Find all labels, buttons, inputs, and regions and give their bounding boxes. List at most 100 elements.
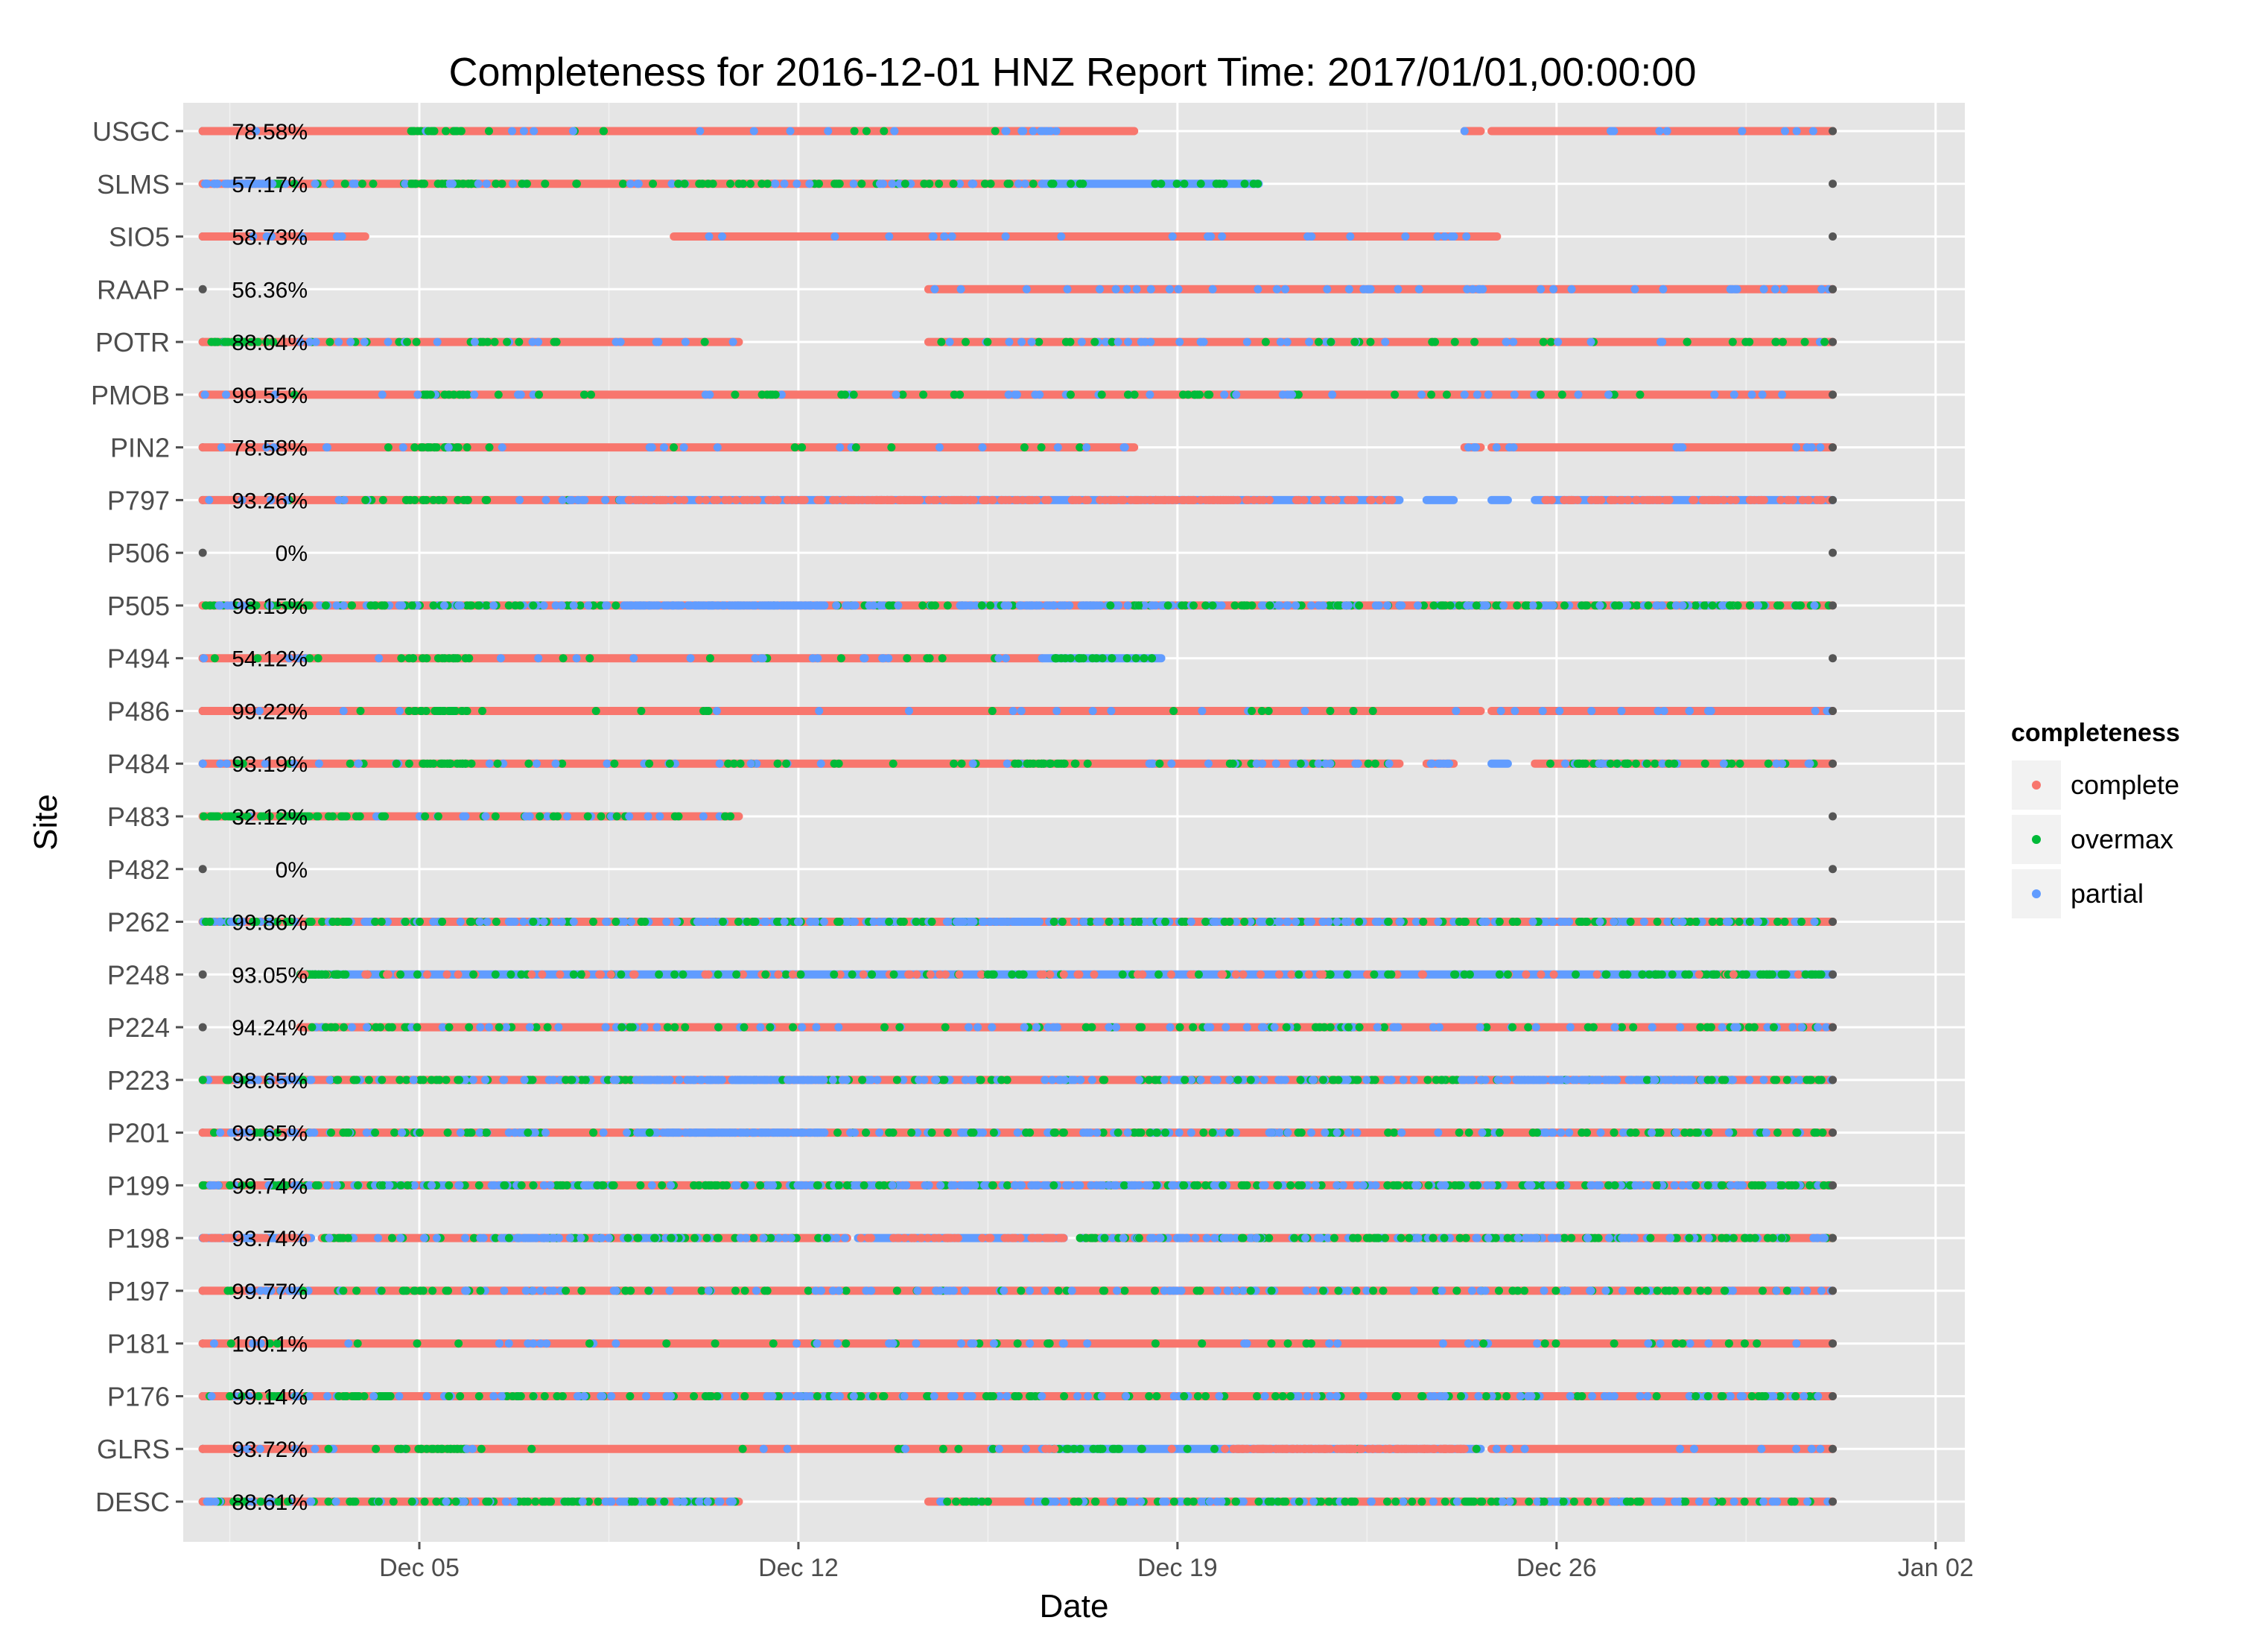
data-point-partial (1813, 1233, 1822, 1242)
data-point-overmax (467, 759, 476, 768)
data-point-overmax (1455, 1181, 1464, 1190)
data-point-partial (1661, 1076, 1670, 1085)
data-point-overmax (1135, 1023, 1144, 1032)
data-point-partial (1587, 706, 1596, 715)
data-point-partial (1540, 1286, 1548, 1295)
data-point-partial (508, 180, 517, 188)
data-point-partial (1014, 180, 1023, 188)
site-row-raap (198, 285, 1837, 293)
data-point-overmax (1481, 1391, 1490, 1400)
data-point-complete (1172, 495, 1181, 504)
data-point-overmax (274, 180, 283, 188)
data-point-overmax (690, 1181, 699, 1190)
site-row-pin2 (198, 443, 1837, 452)
data-point-overmax (416, 1076, 425, 1085)
data-point-overmax (851, 443, 860, 452)
data-point-overmax (593, 1181, 602, 1190)
data-point-partial (384, 337, 393, 346)
data-point-overmax (1076, 443, 1084, 452)
data-point-overmax (1656, 1128, 1665, 1137)
data-point-overmax (1100, 1233, 1109, 1242)
data-point-partial (475, 1128, 484, 1137)
data-point-overmax (612, 601, 620, 610)
data-point-overmax (1696, 1286, 1705, 1295)
data-point-overmax (1725, 601, 1734, 610)
data-point-overmax (358, 180, 366, 188)
data-point-overmax (1753, 1339, 1762, 1348)
data-point-complete (739, 495, 748, 504)
data-point-overmax (1061, 337, 1070, 346)
data-point-partial (1759, 1076, 1768, 1085)
data-point-partial (1070, 1076, 1079, 1085)
data-point-partial (851, 1128, 860, 1137)
data-point-partial (699, 812, 708, 821)
data-point-complete (850, 495, 859, 504)
data-point-overmax (364, 1076, 373, 1085)
data-point-partial (1460, 127, 1469, 136)
data-point-partial (1390, 1023, 1399, 1032)
data-point-partial (502, 1023, 511, 1032)
data-point-partial (1565, 1128, 1574, 1137)
data-point-partial (223, 759, 232, 768)
data-point-overmax (690, 1391, 699, 1400)
data-point-partial (1000, 601, 1009, 610)
data-point-overmax (1464, 1128, 1473, 1137)
data-point-overmax (796, 970, 805, 979)
data-point-partial (629, 654, 638, 663)
data-point-overmax (1724, 1339, 1733, 1348)
data-point-partial (1639, 918, 1648, 927)
data-point-complete (1294, 495, 1303, 504)
site-row-p201 (198, 1128, 1837, 1137)
data-point-overmax (1432, 1286, 1440, 1295)
data-point-partial (1656, 337, 1665, 346)
data-point-partial (1274, 601, 1283, 610)
data-point-overmax (1246, 1286, 1255, 1295)
data-point-partial (1413, 1181, 1422, 1190)
data-point-overmax (412, 337, 421, 346)
data-point-overmax (1193, 1391, 1202, 1400)
data-point-partial (1462, 232, 1471, 241)
data-point-partial (994, 654, 1003, 663)
data-point-overmax (213, 337, 222, 346)
data-point-partial (375, 654, 384, 663)
data-point-overmax (597, 812, 606, 821)
data-point-partial (410, 1181, 419, 1190)
data-point-partial (572, 654, 581, 663)
data-point-overmax (314, 1181, 323, 1190)
data-point-complete (1196, 495, 1205, 504)
data-point-partial (860, 654, 869, 663)
data-point-complete (1071, 495, 1080, 504)
data-point-overmax (1683, 337, 1692, 346)
data-point-overmax (637, 918, 646, 927)
data-point-partial (1242, 1023, 1251, 1032)
data-point-complete (739, 970, 748, 979)
data-point-overmax (889, 970, 898, 979)
endpoint-point (1829, 548, 1837, 557)
data-point-overmax (836, 654, 845, 663)
data-point-partial (1731, 285, 1740, 293)
data-point-partial (1656, 1339, 1665, 1348)
data-point-partial (1008, 706, 1017, 715)
data-point-partial (315, 601, 324, 610)
data-point-overmax (1100, 1076, 1109, 1085)
data-point-partial (1601, 1391, 1610, 1400)
data-point-partial (1258, 759, 1267, 768)
data-point-overmax (265, 1339, 274, 1348)
data-point-overmax (975, 1339, 984, 1348)
data-point-overmax (1720, 1286, 1729, 1295)
data-point-partial (1306, 918, 1315, 927)
data-point-partial (238, 495, 247, 504)
data-point-partial (1166, 1286, 1175, 1295)
data-point-partial (731, 1391, 740, 1400)
data-point-partial (1371, 918, 1380, 927)
data-point-overmax (1758, 1181, 1767, 1190)
data-point-partial (205, 495, 214, 504)
data-point-partial (495, 1339, 504, 1348)
data-point-overmax (206, 601, 215, 610)
data-point-partial (1452, 706, 1461, 715)
data-point-partial (1146, 337, 1155, 346)
data-point-overmax (1248, 706, 1257, 715)
data-point-overmax (1642, 759, 1651, 768)
data-point-partial (700, 918, 709, 927)
data-point-overmax (481, 495, 490, 504)
